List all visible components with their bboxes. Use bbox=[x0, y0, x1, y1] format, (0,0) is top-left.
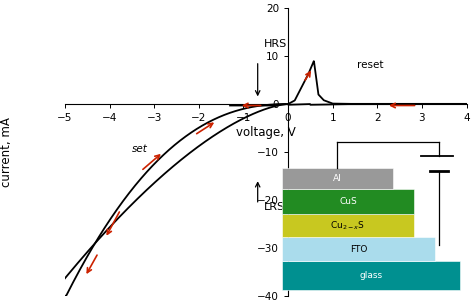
Text: reset: reset bbox=[357, 60, 383, 70]
Text: set: set bbox=[132, 144, 148, 154]
X-axis label: voltage, V: voltage, V bbox=[236, 126, 296, 139]
Text: HRS: HRS bbox=[264, 39, 287, 49]
Text: LRS: LRS bbox=[264, 202, 284, 211]
Y-axis label: current, mA: current, mA bbox=[0, 117, 13, 187]
